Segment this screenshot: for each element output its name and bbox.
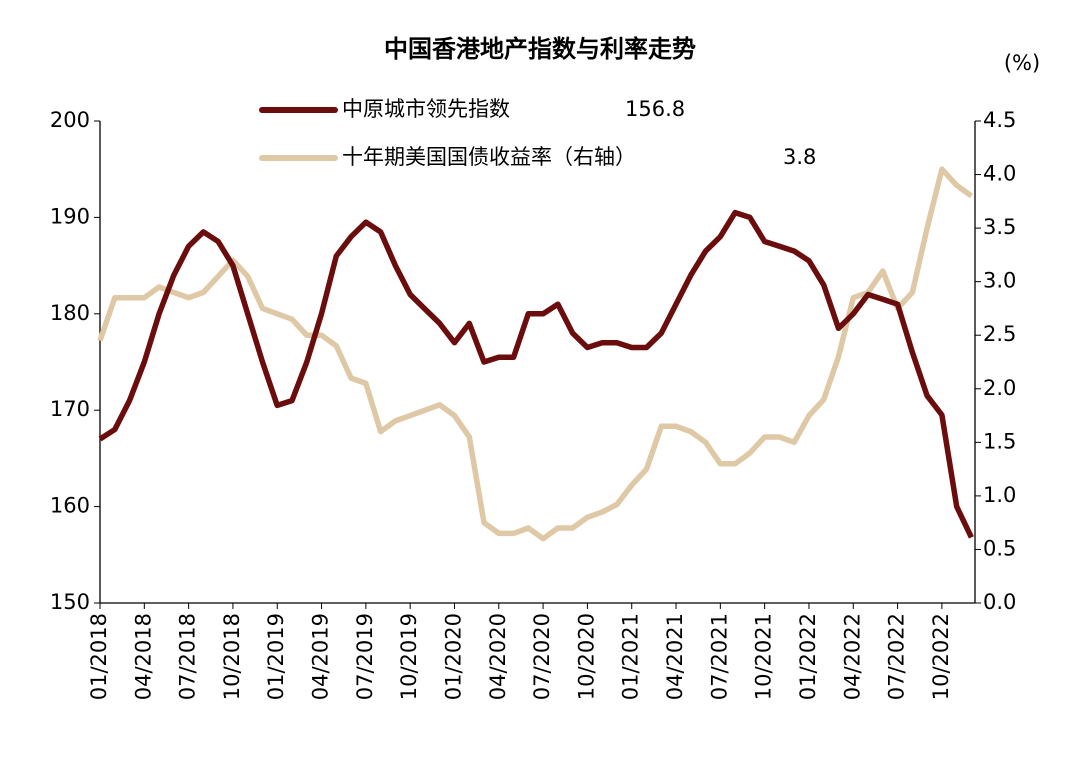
x-tick-label: 04/2018 — [131, 613, 155, 700]
x-tick-label: 04/2019 — [309, 613, 333, 700]
x-tick-label: 01/2021 — [619, 613, 643, 700]
x-tick-label: 10/2020 — [574, 613, 598, 700]
x-tick-label: 10/2022 — [929, 613, 953, 700]
x-tick-label: 01/2019 — [264, 613, 288, 700]
y2-tick-label: 4.5 — [983, 108, 1016, 132]
y2-tick-label: 2.5 — [983, 322, 1016, 346]
y2-tick-label: 1.5 — [983, 429, 1016, 453]
y2-tick-label: 0.5 — [983, 536, 1016, 560]
y-tick-label: 180 — [50, 301, 90, 325]
y-tick-label: 200 — [50, 108, 90, 132]
y2-tick-label: 3.0 — [983, 269, 1016, 293]
x-tick-label: 01/2020 — [441, 613, 465, 700]
legend-label: 中原城市领先指数 — [342, 97, 510, 121]
y-tick-label: 150 — [50, 590, 90, 614]
series-line — [98, 209, 974, 539]
x-tick-label: 07/2020 — [530, 613, 554, 700]
y2-axis-label: (%) — [1004, 51, 1040, 75]
y2-tick-label: 1.0 — [983, 483, 1016, 507]
y-tick-label: 160 — [50, 494, 90, 518]
legend-value: 156.8 — [625, 97, 685, 121]
x-tick-label: 04/2022 — [840, 613, 864, 700]
y2-tick-label: 4.0 — [983, 162, 1016, 186]
x-tick-label: 01/2022 — [796, 613, 820, 700]
x-tick-label: 07/2018 — [176, 613, 200, 700]
y-tick-label: 170 — [50, 397, 90, 421]
x-tick-label: 10/2019 — [397, 613, 421, 700]
series-line — [97, 166, 974, 542]
chart-title: 中国香港地产指数与利率走势 — [384, 35, 696, 63]
x-tick-label: 07/2019 — [353, 613, 377, 700]
legend-label: 十年期美国国债收益率（右轴） — [342, 145, 636, 169]
y2-tick-label: 2.0 — [983, 376, 1016, 400]
y-tick-label: 190 — [50, 204, 90, 228]
x-tick-label: 10/2021 — [752, 613, 776, 700]
y2-tick-label: 0.0 — [983, 590, 1016, 614]
x-tick-label: 07/2021 — [707, 613, 731, 700]
legend-value: 3.8 — [783, 145, 816, 169]
y2-tick-label: 3.5 — [983, 215, 1016, 239]
x-tick-label: 01/2018 — [87, 613, 111, 700]
x-tick-label: 04/2021 — [663, 613, 687, 700]
x-tick-label: 07/2022 — [885, 613, 909, 700]
x-tick-label: 10/2018 — [220, 613, 244, 700]
x-tick-label: 04/2020 — [486, 613, 510, 700]
